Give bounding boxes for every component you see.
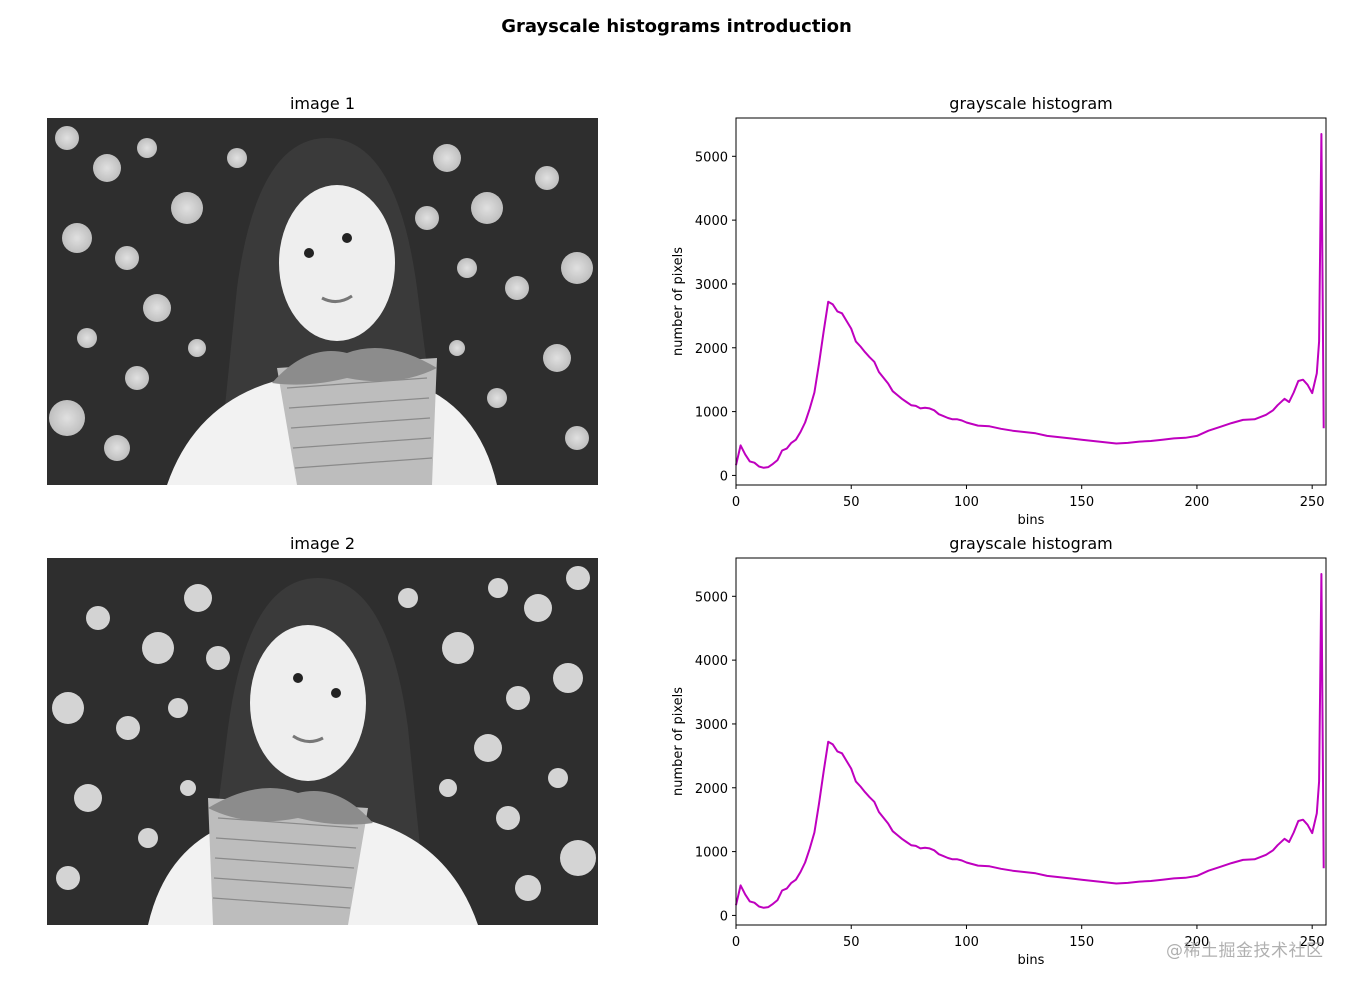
image-2-title: image 2	[289, 534, 356, 553]
x-tick-label: 100	[954, 935, 979, 950]
x-tick-label: 150	[1069, 935, 1094, 950]
y-tick-label: 4000	[695, 214, 728, 229]
y-axis-label: number of pixels	[671, 687, 686, 796]
y-tick-label: 1000	[695, 846, 728, 861]
portrait-photo-placeholder-icon	[47, 118, 598, 485]
histogram-line	[735, 573, 1325, 909]
x-tick-label: 100	[954, 495, 979, 510]
x-tick-label: 200	[1185, 495, 1210, 510]
x-tick-label: 200	[1185, 935, 1210, 950]
histogram-line	[735, 133, 1325, 469]
x-tick-label: 250	[1300, 935, 1325, 950]
plot-frame	[735, 117, 1327, 486]
chart-title: grayscale histogram	[949, 534, 1112, 553]
x-tick-label: 50	[843, 935, 860, 950]
x-tick-label: 0	[732, 495, 740, 510]
y-tick-label: 5000	[695, 590, 728, 605]
y-tick-label: 4000	[695, 654, 728, 669]
y-tick-label: 1000	[695, 406, 728, 421]
y-tick-label: 3000	[695, 718, 728, 733]
y-tick-label: 2000	[695, 782, 728, 797]
image-2-photo	[47, 558, 598, 925]
x-axis-label: bins	[1018, 513, 1045, 528]
y-tick-label: 5000	[695, 150, 728, 165]
histogram-chart-1: grayscale histogram 0 50 100 150 200 250 0 1000 2…	[671, 94, 1327, 528]
histogram-chart-2: grayscale histogram 0 50 100 150 200 250 0 1000 2…	[671, 534, 1327, 968]
x-tick-label: 250	[1300, 495, 1325, 510]
x-tick-label: 50	[843, 495, 860, 510]
y-tick-label: 3000	[695, 278, 728, 293]
x-axis-label: bins	[1018, 953, 1045, 968]
figure-suptitle: Grayscale histograms introduction	[501, 16, 852, 37]
portrait-photo-placeholder-icon	[47, 558, 598, 925]
y-tick-label: 0	[720, 909, 728, 924]
watermark: @稀土掘金技术社区	[1166, 941, 1324, 961]
y-axis-label: number of pixels	[671, 247, 686, 356]
x-tick-label: 0	[732, 935, 740, 950]
chart-title: grayscale histogram	[949, 94, 1112, 113]
x-tick-label: 150	[1069, 495, 1094, 510]
plot-frame	[735, 557, 1327, 926]
y-tick-label: 0	[720, 469, 728, 484]
image-1-title: image 1	[289, 94, 356, 113]
image-1-photo	[47, 118, 598, 485]
y-tick-label: 2000	[695, 342, 728, 357]
